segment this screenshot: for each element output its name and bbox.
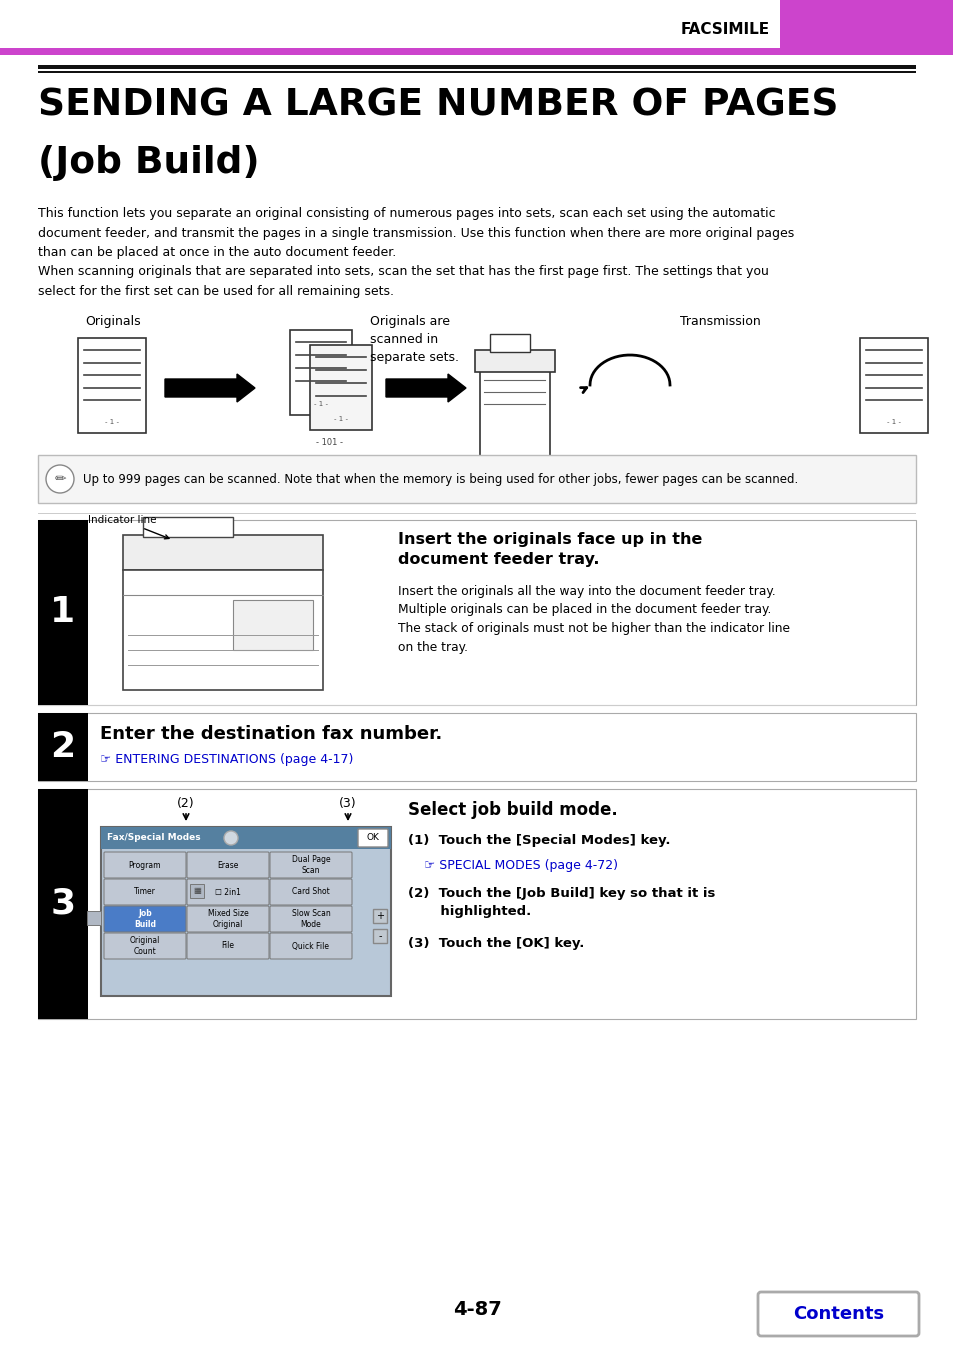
Text: Dual Page
Scan: Dual Page Scan [292,855,330,874]
Bar [479,370,550,470]
Text: - 1 -: - 1 - [314,401,328,407]
FancyBboxPatch shape [187,852,269,878]
Text: Transmission: Transmission [679,315,760,328]
Text: Select job build mode.: Select job build mode. [408,801,618,819]
FancyBboxPatch shape [270,852,352,878]
FancyBboxPatch shape [357,830,388,847]
Text: Quick File: Quick File [293,942,329,951]
Text: Up to 999 pages can be scanned. Note that when the memory is being used for othe: Up to 999 pages can be scanned. Note tha… [83,473,798,485]
Text: (2)  Touch the [Job Build] key so that it is
       highlighted.: (2) Touch the [Job Build] key so that it… [408,888,715,917]
FancyBboxPatch shape [104,907,186,932]
Text: ☐ 2in1: ☐ 2in1 [214,888,241,897]
Text: Enter the destination fax number.: Enter the destination fax number. [100,725,442,743]
Text: - 1 -: - 1 - [334,416,348,422]
Bar [38,520,915,705]
Text: 4-87: 4-87 [452,1300,501,1319]
Bar [190,884,204,898]
Text: Timer: Timer [134,888,155,897]
Text: (3)  Touch the [OK] key.: (3) Touch the [OK] key. [408,938,584,950]
Bar [38,713,88,781]
Bar [38,520,88,705]
Bar [859,338,927,434]
Bar [38,455,915,503]
Text: FACSIMILE: FACSIMILE [680,23,769,38]
Text: (3): (3) [339,797,356,811]
FancyBboxPatch shape [270,934,352,959]
Text: 1: 1 [51,596,75,630]
FancyBboxPatch shape [187,934,269,959]
Bar [38,789,88,1019]
FancyBboxPatch shape [270,880,352,905]
Text: Card Shot: Card Shot [292,888,330,897]
Bar [373,929,387,943]
Text: When scanning originals that are separated into sets, scan the set that has the : When scanning originals that are separat… [38,265,768,297]
Text: Fax/Special Modes: Fax/Special Modes [107,834,200,843]
Bar [38,72,915,73]
Bar [123,570,323,690]
Text: 2: 2 [51,730,75,765]
Text: File: File [221,942,234,951]
Bar [780,0,953,49]
Bar [310,345,372,430]
Text: Job
Build: Job Build [133,909,156,928]
Circle shape [224,831,237,844]
Bar [0,49,953,55]
Bar [233,600,313,650]
Text: 3: 3 [51,888,75,921]
Bar [101,827,391,848]
Bar [490,334,530,353]
FancyArrow shape [386,374,465,403]
Bar [38,713,915,781]
Text: (1)  Touch the [Special Modes] key.: (1) Touch the [Special Modes] key. [408,834,670,847]
FancyBboxPatch shape [758,1292,918,1336]
FancyArrow shape [165,374,254,403]
Text: Contents: Contents [792,1305,883,1323]
Text: - 1 -: - 1 - [886,419,900,426]
Bar [475,350,555,372]
FancyBboxPatch shape [104,852,186,878]
Text: ☞ SPECIAL MODES (page 4-72): ☞ SPECIAL MODES (page 4-72) [423,859,618,871]
Text: Originals: Originals [85,315,140,328]
FancyBboxPatch shape [187,880,269,905]
Text: Insert the originals face up in the
document feeder tray.: Insert the originals face up in the docu… [397,532,701,567]
Text: - 1 -: - 1 - [105,419,119,426]
Bar [290,330,352,415]
Circle shape [46,465,74,493]
Bar [101,827,391,996]
Text: SENDING A LARGE NUMBER OF PAGES: SENDING A LARGE NUMBER OF PAGES [38,88,838,124]
Text: Indicator line: Indicator line [88,515,169,539]
Text: Program: Program [129,861,161,870]
Text: (2): (2) [177,797,194,811]
Text: Originals are
scanned in
separate sets.: Originals are scanned in separate sets. [370,315,458,363]
Text: -: - [377,931,381,942]
Bar [87,911,101,925]
Text: Original
Count: Original Count [130,936,160,955]
Text: ✏: ✏ [54,471,66,486]
Bar [38,789,915,1019]
Text: Slow Scan
Mode: Slow Scan Mode [292,909,330,928]
Text: OK: OK [366,834,379,843]
Bar [78,338,146,434]
FancyBboxPatch shape [104,880,186,905]
Bar [38,65,915,69]
Text: Erase: Erase [217,861,238,870]
Text: ▦: ▦ [193,886,201,896]
Text: Mixed Size
Original: Mixed Size Original [208,909,248,928]
Text: +: + [375,911,384,921]
Text: (Job Build): (Job Build) [38,145,259,181]
Bar [143,517,233,536]
FancyBboxPatch shape [270,907,352,932]
Bar [479,467,550,480]
FancyBboxPatch shape [104,934,186,959]
Bar [373,909,387,923]
FancyBboxPatch shape [187,907,269,932]
Text: - 101 -: - 101 - [316,438,343,447]
Text: ☞ ENTERING DESTINATIONS (page 4-17): ☞ ENTERING DESTINATIONS (page 4-17) [100,753,353,766]
Text: This function lets you separate an original consisting of numerous pages into se: This function lets you separate an origi… [38,207,794,259]
Bar [123,535,323,570]
Text: Insert the originals all the way into the document feeder tray.
Multiple origina: Insert the originals all the way into th… [397,585,789,654]
